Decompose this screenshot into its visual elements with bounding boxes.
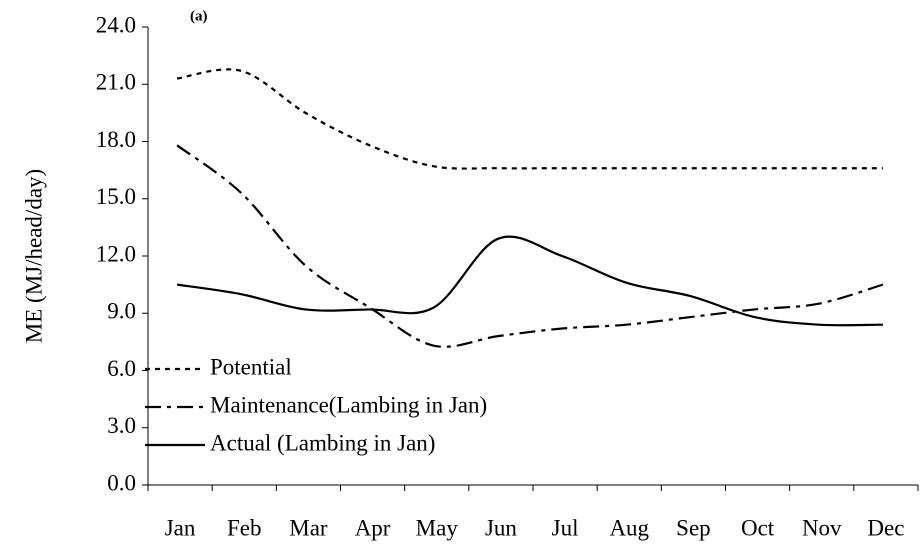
- x-tick-label: Oct: [741, 515, 775, 540]
- x-tick-label: Sep: [676, 515, 711, 540]
- y-tick-label: 21.0: [96, 70, 136, 95]
- x-tick-label: Apr: [355, 515, 391, 540]
- y-tick-label: 15.0: [96, 184, 136, 209]
- legend-label: Maintenance(Lambing in Jan): [210, 392, 487, 417]
- y-tick-label: 9.0: [107, 299, 136, 324]
- x-tick-label: Jul: [552, 515, 579, 540]
- y-tick-label: 3.0: [107, 413, 136, 438]
- line-series: [176, 68, 883, 170]
- x-tick-label: Mar: [289, 515, 328, 540]
- legend-label: Actual (Lambing in Jan): [210, 430, 435, 455]
- annotation: (a): [190, 8, 208, 24]
- x-tick-label: Aug: [609, 515, 649, 540]
- line-series: [176, 235, 883, 327]
- y-axis-label: ME (MJ/head/day): [21, 169, 46, 343]
- y-tick-label: 6.0: [107, 356, 136, 381]
- x-tick-label: Nov: [802, 515, 842, 540]
- y-tick-label: 24.0: [96, 12, 136, 37]
- x-tick-label: Dec: [867, 515, 904, 540]
- y-tick-label: 12.0: [96, 241, 136, 266]
- x-tick-label: May: [416, 515, 459, 540]
- x-tick-label: Jan: [165, 515, 196, 540]
- x-tick-label: Jun: [485, 515, 517, 540]
- line-series: [176, 144, 884, 348]
- y-tick-label: 0.0: [107, 470, 136, 495]
- y-tick-label: 18.0: [96, 127, 136, 152]
- x-tick-label: Feb: [227, 515, 262, 540]
- legend-label: Potential: [210, 354, 292, 379]
